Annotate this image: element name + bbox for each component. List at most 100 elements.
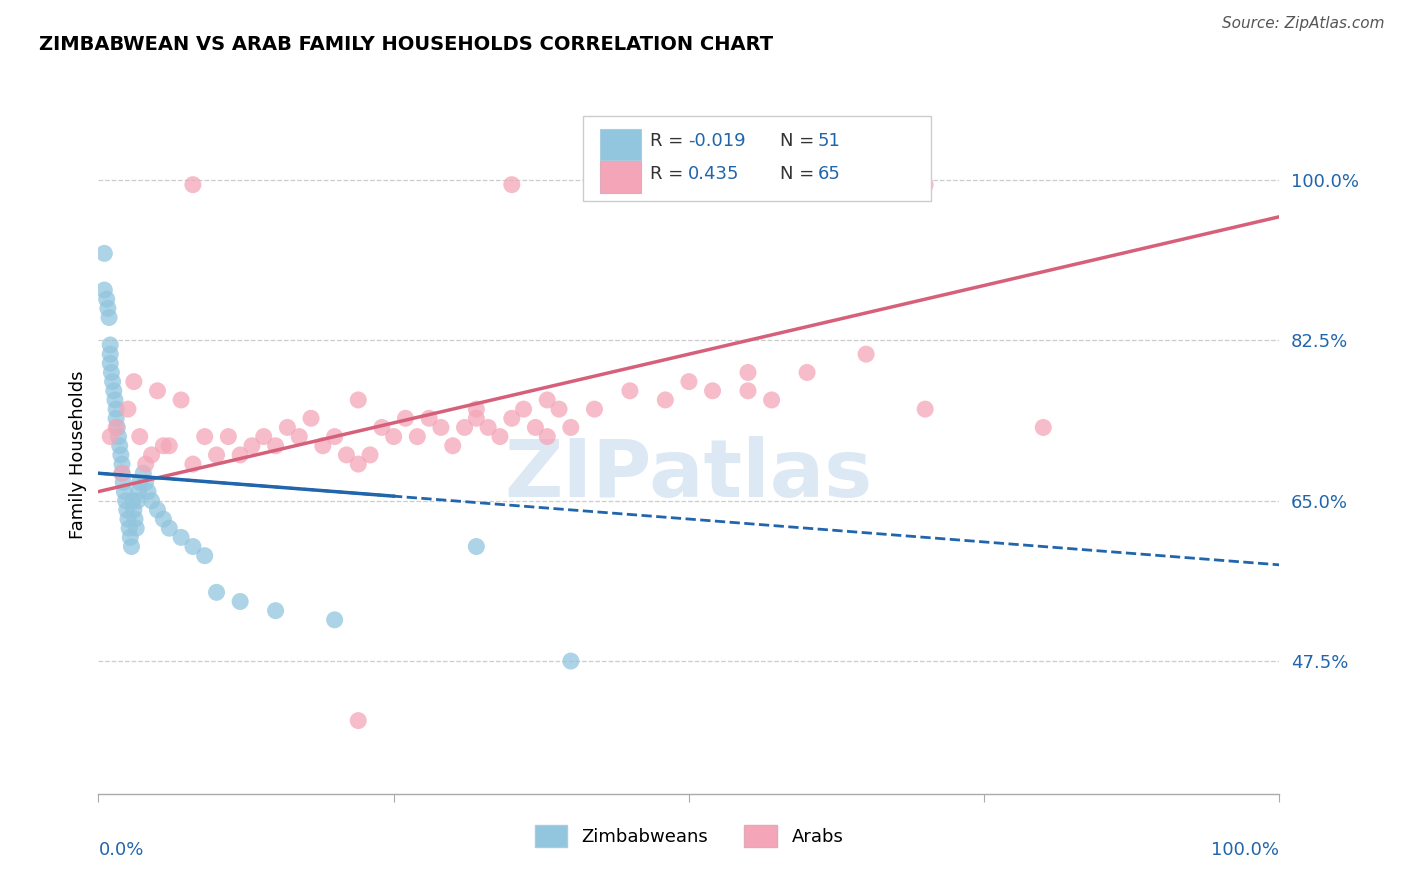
Point [465, 540, 488, 554]
Point [108, 439, 131, 453]
Point [117, 512, 139, 526]
Point [276, 420, 298, 434]
Point [524, 420, 547, 434]
Point [141, 448, 163, 462]
Text: 0.435: 0.435 [688, 165, 740, 183]
Point [914, 178, 936, 192]
Point [560, 420, 582, 434]
Point [122, 503, 145, 517]
Point [501, 411, 523, 425]
Point [170, 530, 193, 544]
Point [501, 178, 523, 192]
Point [105, 402, 128, 417]
Point [430, 420, 453, 434]
Point [702, 384, 724, 398]
Point [146, 503, 169, 517]
Point [560, 654, 582, 668]
Legend: Zimbabweans, Arabs: Zimbabweans, Arabs [526, 816, 852, 856]
Point [111, 467, 134, 481]
Point [229, 594, 252, 608]
Point [194, 549, 217, 563]
Point [128, 429, 150, 443]
Point [323, 429, 346, 443]
Point [264, 439, 287, 453]
Point [359, 448, 381, 462]
Point [103, 384, 125, 398]
Point [117, 402, 139, 417]
Text: N =: N = [780, 132, 820, 150]
Point [118, 521, 141, 535]
Point [111, 457, 134, 471]
Point [141, 493, 163, 508]
Point [796, 366, 818, 380]
Point [619, 384, 641, 398]
Point [100, 366, 122, 380]
Point [512, 402, 534, 417]
Point [132, 467, 155, 481]
Point [654, 392, 676, 407]
Point [115, 503, 138, 517]
Text: 65: 65 [818, 165, 841, 183]
Point [181, 457, 204, 471]
Point [382, 429, 405, 443]
Point [181, 540, 204, 554]
Point [914, 402, 936, 417]
Point [98, 356, 121, 370]
Text: 51: 51 [818, 132, 841, 150]
Point [114, 493, 136, 508]
Point [105, 420, 128, 434]
Point [323, 613, 346, 627]
Point [536, 429, 558, 443]
Point [93, 246, 115, 260]
Point [152, 439, 174, 453]
Point [157, 439, 180, 453]
Point [136, 484, 159, 499]
Point [477, 420, 499, 434]
Point [107, 429, 129, 443]
Point [1032, 420, 1054, 434]
Text: R =: R = [650, 132, 689, 150]
Point [737, 366, 759, 380]
Point [112, 484, 135, 499]
Point [104, 392, 127, 407]
Point [335, 448, 357, 462]
Point [125, 521, 148, 535]
Point [122, 375, 145, 389]
Point [112, 475, 135, 490]
Text: R =: R = [650, 165, 689, 183]
Point [105, 411, 128, 425]
Point [678, 375, 700, 389]
Point [548, 402, 571, 417]
Point [121, 493, 143, 508]
Point [121, 540, 143, 554]
FancyBboxPatch shape [600, 128, 641, 160]
Point [93, 283, 115, 297]
Point [194, 429, 217, 443]
Point [205, 448, 228, 462]
Point [124, 512, 146, 526]
FancyBboxPatch shape [600, 161, 641, 193]
Point [205, 585, 228, 599]
Text: 0.0%: 0.0% [98, 841, 143, 859]
Point [253, 429, 276, 443]
Point [157, 521, 180, 535]
FancyBboxPatch shape [582, 116, 931, 201]
Point [128, 475, 150, 490]
Point [737, 384, 759, 398]
Point [299, 411, 322, 425]
Point [465, 411, 488, 425]
Text: N =: N = [780, 165, 820, 183]
Point [111, 467, 134, 481]
Point [347, 714, 370, 728]
Point [748, 178, 770, 192]
Point [406, 429, 429, 443]
Point [97, 301, 120, 316]
Text: -0.019: -0.019 [688, 132, 745, 150]
Point [128, 484, 150, 499]
Point [135, 475, 157, 490]
Point [441, 439, 464, 453]
Point [761, 392, 783, 407]
Point [96, 292, 118, 306]
Point [98, 310, 121, 325]
Point [583, 402, 606, 417]
